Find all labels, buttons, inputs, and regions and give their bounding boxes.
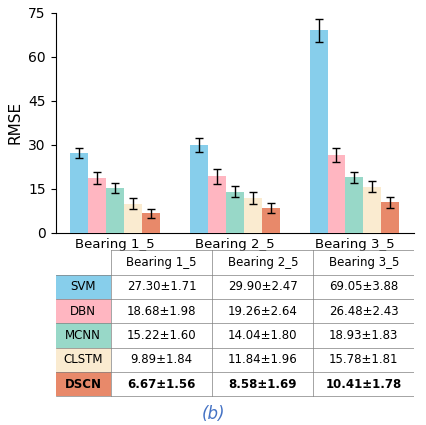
FancyBboxPatch shape	[55, 372, 111, 397]
Text: DSCN: DSCN	[65, 378, 101, 391]
Text: SVM: SVM	[70, 280, 96, 293]
Text: 11.84±1.96: 11.84±1.96	[227, 353, 297, 366]
Bar	[243, 198, 261, 233]
Bar	[345, 177, 363, 233]
Bar	[207, 176, 225, 233]
Bar	[261, 208, 279, 233]
Bar	[225, 192, 243, 233]
Text: 18.93±1.83: 18.93±1.83	[328, 329, 397, 342]
Text: 10.41±1.78: 10.41±1.78	[325, 378, 401, 391]
Text: CLSTM: CLSTM	[63, 353, 103, 366]
Text: DBN: DBN	[70, 305, 96, 317]
Bar	[88, 178, 106, 233]
Text: 15.78±1.81: 15.78±1.81	[328, 353, 397, 366]
Bar	[142, 213, 160, 233]
Bar	[327, 155, 345, 233]
Text: 6.67±1.56: 6.67±1.56	[127, 378, 196, 391]
Bar	[380, 202, 398, 233]
Text: Bearing 3_5: Bearing 3_5	[328, 256, 398, 269]
Bar	[70, 153, 88, 233]
Text: (b): (b)	[201, 405, 225, 423]
Bar	[363, 187, 380, 233]
Text: 15.22±1.60: 15.22±1.60	[127, 329, 196, 342]
Bar	[124, 204, 142, 233]
Text: 18.68±1.98: 18.68±1.98	[127, 305, 196, 317]
Text: Bearing 2_5: Bearing 2_5	[227, 256, 297, 269]
Text: 8.58±1.69: 8.58±1.69	[228, 378, 296, 391]
Bar	[309, 30, 327, 233]
FancyBboxPatch shape	[55, 275, 111, 299]
Text: 9.89±1.84: 9.89±1.84	[130, 353, 192, 366]
FancyBboxPatch shape	[55, 348, 111, 372]
Y-axis label: RMSE: RMSE	[8, 101, 23, 144]
Text: 27.30±1.71: 27.30±1.71	[127, 280, 196, 293]
Bar	[190, 145, 207, 233]
Bar	[106, 188, 124, 233]
FancyBboxPatch shape	[55, 299, 111, 323]
Text: 14.04±1.80: 14.04±1.80	[227, 329, 297, 342]
Text: MCNN: MCNN	[65, 329, 101, 342]
Text: Bearing 1_5: Bearing 1_5	[126, 256, 196, 269]
Text: 26.48±2.43: 26.48±2.43	[328, 305, 398, 317]
Text: 69.05±3.88: 69.05±3.88	[328, 280, 397, 293]
Text: 29.90±2.47: 29.90±2.47	[227, 280, 297, 293]
Text: 19.26±2.64: 19.26±2.64	[227, 305, 297, 317]
FancyBboxPatch shape	[55, 323, 111, 348]
